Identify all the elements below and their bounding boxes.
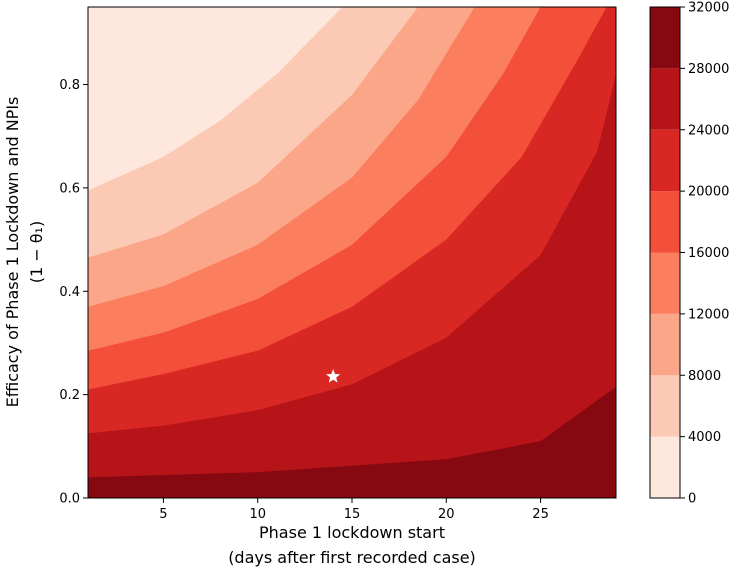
- colorbar-ticks: 0 4000 8000 12000 16000 20000 24000 28000 32000: [680, 1, 729, 507]
- colorbar: 0 4000 8000 12000 16000 20000 24000 28000 32000: [649, 1, 729, 507]
- colorbar-band: [650, 7, 680, 69]
- star-marker: [326, 369, 341, 383]
- colorbar-tick-label: 20000: [688, 185, 729, 200]
- contour-band-28000: [88, 386, 616, 498]
- plot-area: [87, 6, 617, 499]
- colorbar-tick-label: 24000: [688, 123, 729, 138]
- colorbar-band: [650, 313, 680, 376]
- y-axis-title-line-2: (1 − θ₁): [27, 221, 46, 283]
- colorbar-tick-label: 12000: [688, 307, 729, 322]
- colorbar-tick-label: 16000: [688, 246, 729, 261]
- x-tick-label: 25: [532, 507, 549, 522]
- x-tick-label: 20: [438, 507, 455, 522]
- y-axis: 0.0 0.2 0.4 0.6 0.8: [59, 78, 88, 507]
- y-axis-title-line-1: Efficacy of Phase 1 Lockdown and NPIs: [3, 97, 22, 408]
- colorbar-band: [650, 436, 680, 498]
- x-axis-title-line-2: (days after first recorded case): [228, 548, 476, 567]
- y-tick-label: 0.8: [59, 78, 80, 93]
- y-tick-label: 0.4: [59, 285, 80, 300]
- colorbar-tick-label: 28000: [688, 62, 729, 77]
- y-tick-label: 0.2: [59, 388, 80, 403]
- colorbar-band: [650, 191, 680, 253]
- colorbar-band: [650, 129, 680, 192]
- colorbar-band: [650, 375, 680, 437]
- colorbar-tick-label: 4000: [688, 430, 721, 445]
- contour-bands: [88, 7, 616, 498]
- x-axis-title-line-1: Phase 1 lockdown start: [259, 523, 445, 542]
- x-tick-label: 10: [249, 507, 266, 522]
- colorbar-band: [650, 68, 680, 130]
- colorbar-band: [650, 252, 680, 314]
- x-axis: 5 10 15 20 25: [159, 498, 549, 522]
- colorbar-tick-label: 0: [688, 492, 696, 507]
- contour-band-24000: [88, 74, 616, 498]
- x-tick-label: 15: [344, 507, 361, 522]
- colorbar-tick-label: 32000: [688, 1, 729, 16]
- y-tick-label: 0.0: [59, 492, 80, 507]
- y-tick-label: 0.6: [59, 181, 80, 196]
- x-tick-label: 5: [159, 507, 167, 522]
- colorbar-bands: [650, 7, 680, 498]
- colorbar-tick-label: 8000: [688, 369, 721, 384]
